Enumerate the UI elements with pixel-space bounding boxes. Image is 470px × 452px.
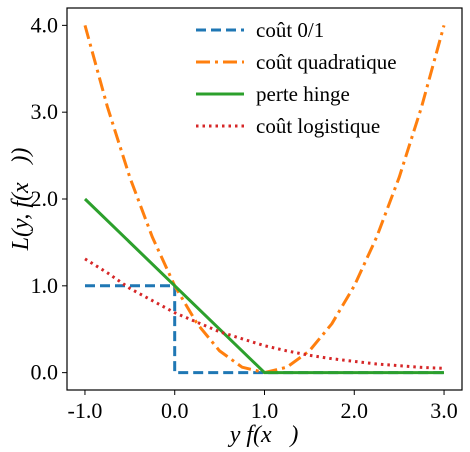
x-tick-label: 1.0 (251, 398, 279, 423)
series-layer (83, 25, 446, 375)
y-tick-label: 3.0 (31, 99, 59, 124)
y-tick-label: 4.0 (31, 12, 59, 37)
x-tick-label: 2.0 (341, 398, 369, 423)
y-tick-label: 0.0 (31, 360, 59, 385)
legend-label: coût logistique (256, 114, 380, 138)
y-axis-label: L(y, f(x⃗)) (8, 148, 34, 252)
legend-label: coût 0/1 (256, 18, 324, 42)
y-axis-ticks: 0.0 1.0 2.0 3.0 4.0 (31, 12, 67, 385)
x-tick-label: 0.0 (161, 398, 189, 423)
series-line-2 (83, 25, 446, 375)
x-axis-ticks: -1.0 0.0 1.0 2.0 3.0 (68, 390, 458, 423)
x-axis-label: y f(x⃗) (228, 422, 299, 448)
series-line-3 (83, 197, 444, 375)
x-tick-label: -1.0 (68, 398, 103, 423)
legend-label: perte hinge (256, 82, 350, 106)
y-tick-label: 1.0 (31, 273, 59, 298)
y-tick-label: 2.0 (31, 186, 59, 211)
legend-label: coût quadratique (256, 50, 397, 74)
x-tick-label: 3.0 (430, 398, 458, 423)
series-line-4 (84, 257, 445, 370)
legend: coût 0/1 coût quadratique perte hinge coût … (196, 18, 397, 138)
series-line-1 (85, 284, 444, 375)
